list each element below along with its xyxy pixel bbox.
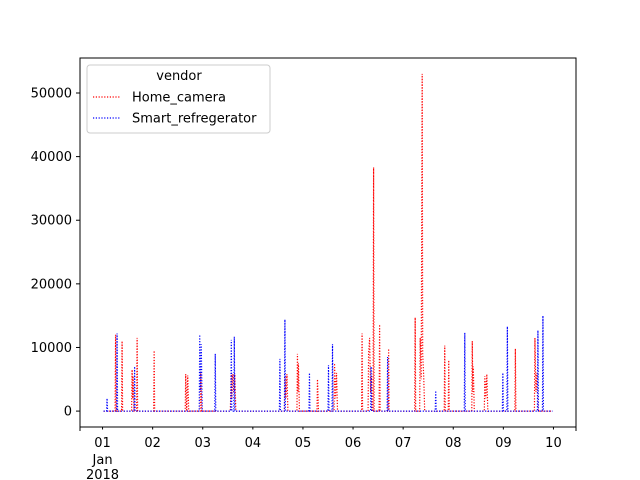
y-axis: 0 10000 20000 30000 40000 50000 — [31, 86, 80, 420]
x-tick-label: 10 — [545, 436, 562, 451]
x-tick-label: 03 — [194, 436, 211, 451]
legend-title: vendor — [156, 69, 202, 84]
legend-box — [86, 64, 271, 134]
series-line-smart-refregerator — [103, 315, 553, 412]
x-tick-label: 08 — [445, 436, 462, 451]
x-tick-sublabel: Jan — [92, 453, 113, 468]
x-tick-label: 05 — [295, 436, 312, 451]
x-tick-label: 02 — [144, 436, 161, 451]
x-tick-label: 06 — [345, 436, 362, 451]
y-tick-label: 30000 — [31, 214, 72, 229]
y-tick-label: 20000 — [31, 277, 72, 292]
x-tick-label: 07 — [395, 436, 412, 451]
x-tick-label: 09 — [495, 436, 512, 451]
y-tick-label: 0 — [64, 405, 72, 420]
y-tick-label: 40000 — [31, 150, 72, 165]
series-layer — [103, 73, 553, 412]
x-tick-sublabel: 2018 — [86, 468, 119, 480]
x-tick-label: 01 — [94, 436, 111, 451]
y-tick-label: 10000 — [31, 341, 72, 356]
x-tick-label: 04 — [245, 436, 262, 451]
legend: vendor Home_camera Smart_refregerator — [86, 64, 271, 134]
y-tick-label: 50000 — [31, 86, 72, 101]
legend-label: Home_camera — [132, 91, 226, 106]
legend-label: Smart_refregerator — [132, 112, 257, 127]
plot-frame — [79, 57, 577, 428]
